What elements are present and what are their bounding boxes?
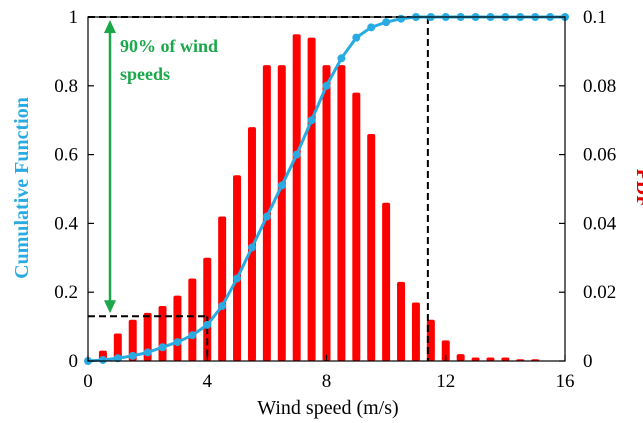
cdf-point [382,18,391,27]
pdf-bar [411,302,420,361]
pdf-bar [188,278,197,361]
left-tick-label: 0.6 [54,145,78,166]
x-tick-label: 8 [322,371,332,392]
pdf-bar [382,202,391,361]
left-tick-label: 1 [69,7,79,28]
left-tick-label: 0.4 [54,213,78,234]
right-tick-label: 0.1 [583,7,607,28]
left-axis-ticks: 0 0.2 0.4 0.6 0.8 1 [54,7,94,372]
annotation-arrow-head-down [104,300,116,314]
cdf-point [277,181,286,190]
pdf-bar [277,65,286,361]
pdf-bar [441,340,450,361]
cdf-point [352,33,361,42]
pdf-bar [292,34,301,361]
cdf-point [143,348,152,357]
pdf-bar [456,354,465,361]
pdf-bar [471,357,480,361]
x-tick-label: 0 [83,371,93,392]
annotation-group [104,20,116,314]
cdf-point [218,301,227,310]
pdf-bar [352,92,361,362]
annotation-line-1: 90% of wind [120,36,218,56]
pdf-bars [98,34,540,362]
annotation-line-2: speeds [120,64,170,84]
right-tick-label: 0 [583,351,593,372]
pdf-bar [173,295,182,361]
cdf-point [292,150,301,159]
left-tick-label: 0 [69,351,79,372]
cdf-point [307,116,316,125]
cdf-point [367,23,376,32]
cdf-point [322,81,331,90]
x-tick-label: 12 [436,371,455,392]
pdf-bar [218,216,227,361]
x-tick-label: 4 [203,371,213,392]
cdf-point [233,274,242,283]
pdf-bar [233,175,242,361]
cdf-point [203,320,212,329]
cdf-point [337,54,346,63]
cdf-point [188,331,197,340]
pdf-bar [322,65,331,361]
right-tick-label: 0.08 [583,76,616,97]
right-axis-ticks: 0 0.02 0.04 0.06 0.08 0.1 [559,7,617,372]
cdf-point [397,14,406,23]
pdf-bar [203,257,212,361]
pdf-bar [486,357,495,361]
pdf-bar [128,319,137,361]
left-axis-title: Cumulative Function [11,97,33,279]
left-tick-label: 0.2 [54,282,78,303]
pdf-bar [397,281,406,361]
pdf-bar [337,65,346,361]
x-tick-label: 16 [556,371,575,392]
x-axis-ticks: 0 4 8 12 16 [83,355,575,392]
x-axis-title: Wind speed (m/s) [257,397,398,419]
left-tick-label: 0.8 [54,76,78,97]
right-tick-label: 0.02 [583,282,616,303]
cdf-point [158,343,167,352]
pdf-bar [113,333,122,361]
pdf-bar [307,37,316,361]
cdf-point [128,351,137,360]
cdf-point [98,355,107,364]
pdf-bar [501,357,510,361]
cdf-point [113,354,122,363]
right-axis-title: PDF [632,169,643,208]
pdf-bar [158,305,167,361]
cdf-point [247,243,256,252]
annotation-arrow-head-up [104,20,116,33]
cdf-point [173,338,182,347]
right-tick-label: 0.06 [583,145,616,166]
right-tick-label: 0.04 [583,213,617,234]
pdf-bar [367,133,376,361]
cdf-point [262,212,271,221]
